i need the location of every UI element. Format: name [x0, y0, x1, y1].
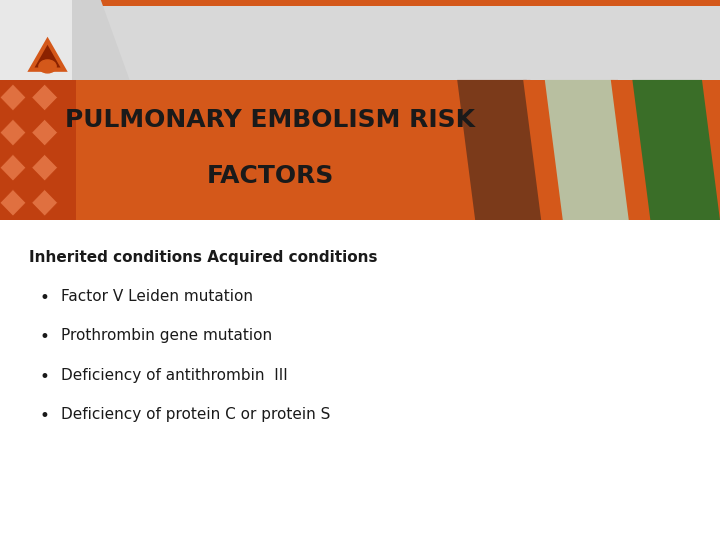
Polygon shape [0, 84, 26, 111]
Polygon shape [457, 80, 545, 220]
Text: •: • [40, 407, 50, 425]
Text: •: • [40, 368, 50, 386]
Polygon shape [632, 80, 720, 220]
Circle shape [39, 60, 56, 73]
Polygon shape [32, 84, 58, 111]
Polygon shape [523, 80, 549, 220]
Text: •: • [40, 289, 50, 307]
Bar [0, 220, 720, 540]
Bar [0, 0, 720, 6]
Text: Deficiency of protein C or protein S: Deficiency of protein C or protein S [61, 407, 330, 422]
Bar [0, 0, 72, 80]
Text: Prothrombin gene mutation: Prothrombin gene mutation [61, 328, 272, 343]
Polygon shape [72, 0, 130, 80]
Polygon shape [35, 45, 60, 68]
Text: Deficiency of antithrombin  III: Deficiency of antithrombin III [61, 368, 288, 383]
Bar [0, 80, 720, 220]
Text: Inherited conditions Acquired conditions: Inherited conditions Acquired conditions [29, 250, 377, 265]
Polygon shape [611, 80, 636, 220]
Polygon shape [32, 154, 58, 181]
Polygon shape [32, 119, 58, 146]
Polygon shape [0, 119, 26, 146]
Text: PULMONARY EMBOLISM RISK: PULMONARY EMBOLISM RISK [65, 109, 475, 132]
Polygon shape [0, 190, 26, 216]
Text: Factor V Leiden mutation: Factor V Leiden mutation [61, 289, 253, 304]
Bar [0, 0, 720, 80]
Polygon shape [545, 80, 632, 220]
Polygon shape [27, 37, 68, 72]
Text: •: • [40, 328, 50, 346]
Text: FACTORS: FACTORS [207, 164, 333, 188]
Polygon shape [0, 154, 26, 181]
Polygon shape [32, 190, 58, 216]
Bar [0, 80, 76, 220]
